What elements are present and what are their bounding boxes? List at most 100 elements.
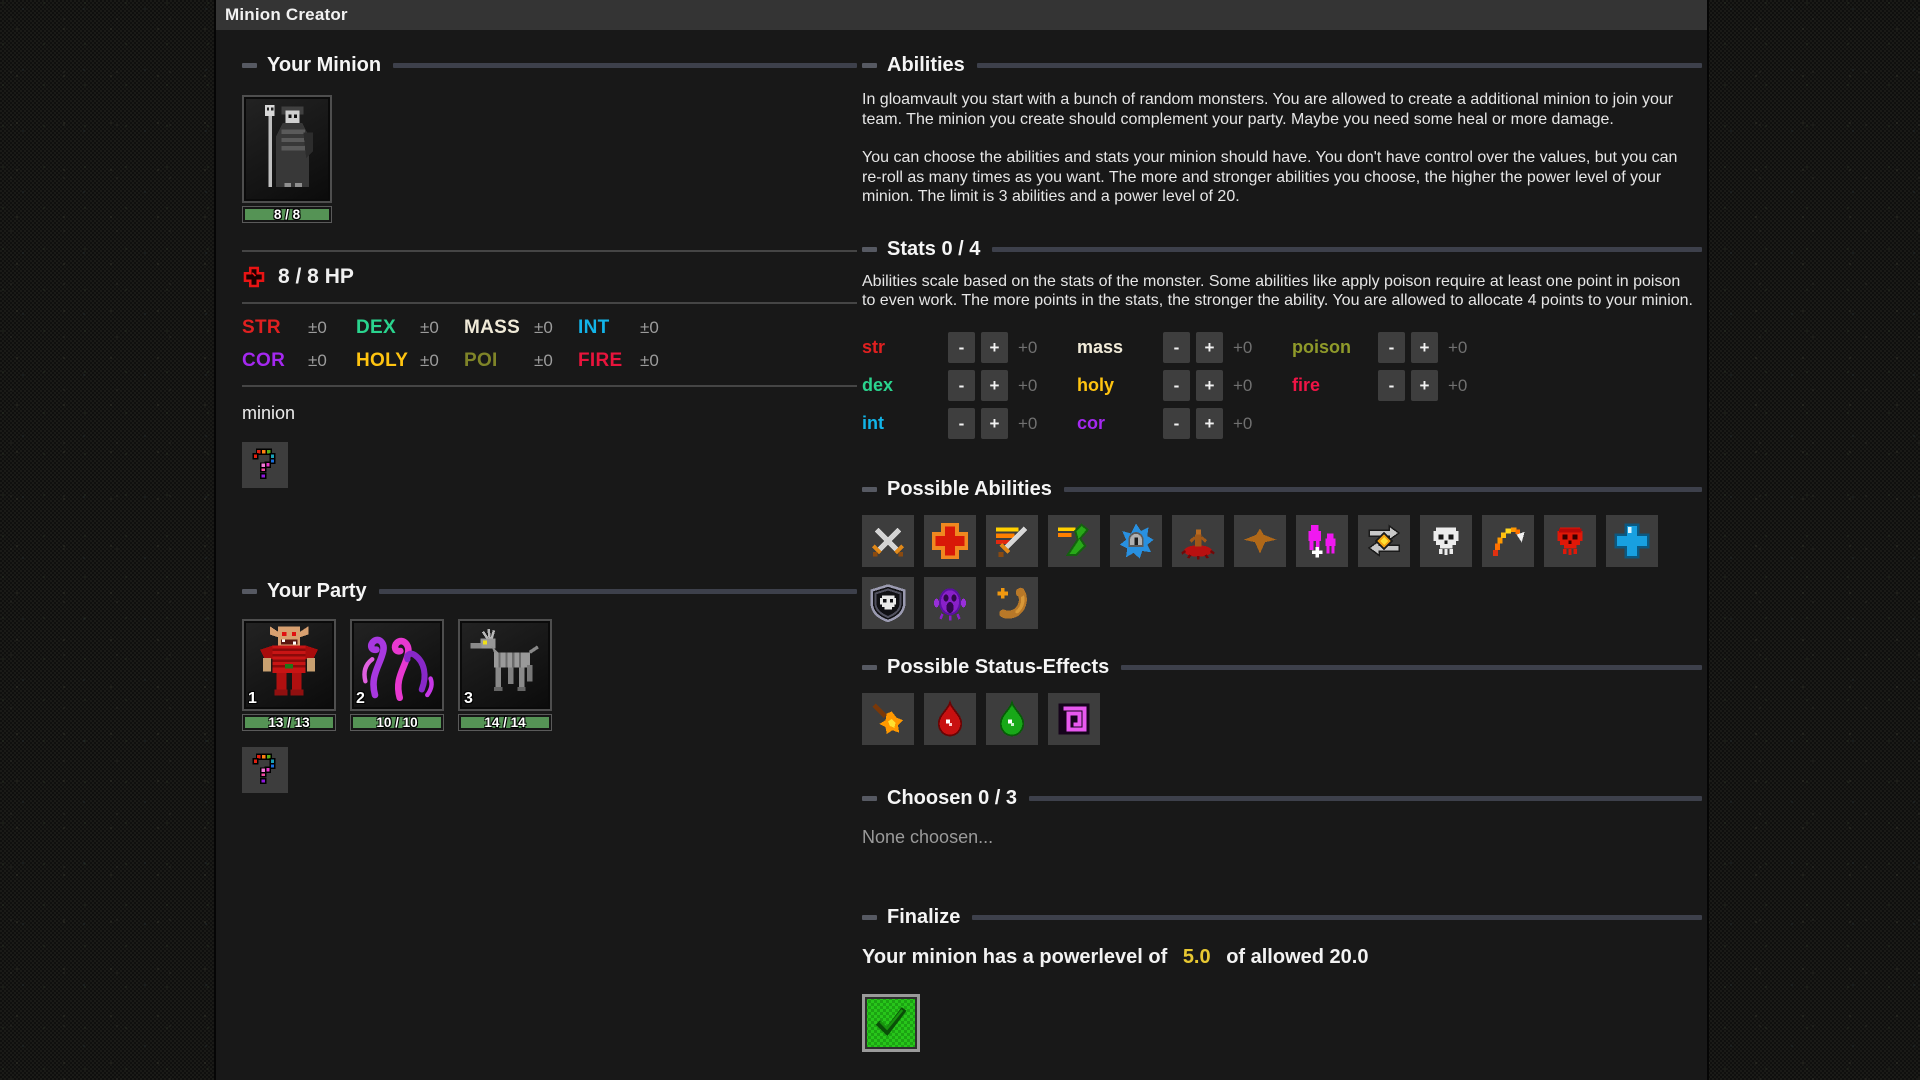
minion-random-tile[interactable] xyxy=(242,442,288,488)
header-line xyxy=(976,63,1702,68)
red-skull-tile[interactable] xyxy=(1544,514,1596,567)
stat-value-holy: ±0 xyxy=(420,351,439,370)
stepper-value-int: +0 xyxy=(1018,413,1038,433)
decrement-cor-button[interactable]: - xyxy=(1163,408,1190,439)
crossed-swords-tile[interactable] xyxy=(862,514,914,567)
summon-imp-icon xyxy=(1178,521,1218,561)
stepper-label-holy: holy xyxy=(1077,375,1115,395)
stepper-column: mass - + +0 holy - + +0 cor - + +0 xyxy=(1077,332,1292,446)
stepper-row-cor: cor - + +0 xyxy=(1077,408,1292,440)
divider xyxy=(242,385,857,387)
swap-tile[interactable] xyxy=(1358,514,1410,567)
scream-icon xyxy=(930,583,970,623)
increment-dex-button[interactable]: + xyxy=(981,370,1008,401)
stepper-value-str: +0 xyxy=(1018,337,1038,357)
divider xyxy=(242,250,857,252)
your-party-title: Your Party xyxy=(267,580,367,602)
increment-str-button[interactable]: + xyxy=(981,332,1008,363)
stat-steppers: str - + +0 dex - + +0 int - + +0 mass - + +0 holy - + +0 cor… xyxy=(862,332,1702,446)
abilities-header: Abilities xyxy=(862,54,1702,77)
decrement-dex-button[interactable]: - xyxy=(948,370,975,401)
decrement-holy-button[interactable]: - xyxy=(1163,370,1190,401)
scream-tile[interactable] xyxy=(924,576,976,629)
party-member-number: 3 xyxy=(464,690,473,707)
increment-holy-button[interactable]: + xyxy=(1196,370,1223,401)
stepper-row-fire: fire - + +0 xyxy=(1292,370,1467,402)
stepper-label-dex: dex xyxy=(862,375,894,395)
rainbow-question-icon xyxy=(248,751,282,790)
decrement-fire-button[interactable]: - xyxy=(1378,370,1405,401)
stepper-value-fire: +0 xyxy=(1448,375,1468,395)
fire-lob-tile[interactable] xyxy=(1482,514,1534,567)
stats-header: Stats 0 / 4 xyxy=(862,238,1702,261)
increment-int-button[interactable]: + xyxy=(981,408,1008,439)
party-random-tile[interactable] xyxy=(242,747,288,793)
decrement-mass-button[interactable]: - xyxy=(1163,332,1190,363)
charm-clone-icon xyxy=(1302,521,1342,561)
decrement-int-button[interactable]: - xyxy=(948,408,975,439)
header-dash xyxy=(862,246,877,252)
kick-tile[interactable] xyxy=(1048,514,1100,567)
increment-mass-button[interactable]: + xyxy=(1196,332,1223,363)
blood-drop-icon xyxy=(930,699,970,739)
finalize-title: Finalize xyxy=(887,905,961,928)
party-row: 1 13 / 13 2 10 / 10 3 14 / 14 xyxy=(242,619,857,731)
header-line xyxy=(992,246,1702,252)
robed-skeleton-icon xyxy=(246,96,328,201)
abilities-paragraph-2: You can choose the abilities and stats y… xyxy=(862,149,1678,205)
party-member: 1 13 / 13 xyxy=(242,619,336,731)
window-title: Minion Creator xyxy=(225,5,348,24)
party-member: 2 10 / 10 xyxy=(350,619,444,731)
stepper-label-poison: poison xyxy=(1292,337,1351,357)
stepper-label-cor: cor xyxy=(1077,413,1106,433)
fire-lob-icon xyxy=(1488,521,1528,561)
summon-imp-tile[interactable] xyxy=(1172,514,1224,567)
summon-worm-icon xyxy=(992,583,1032,623)
header-line xyxy=(972,914,1702,920)
blue-cross-tile[interactable] xyxy=(1606,514,1658,567)
stepper-value-dex: +0 xyxy=(1018,375,1038,395)
stepper-label-int: int xyxy=(862,413,884,433)
decrement-str-button[interactable]: - xyxy=(948,332,975,363)
skull-shield-icon xyxy=(868,583,908,623)
stat-label-poi: POI xyxy=(464,350,498,371)
stats-title: Stats 0 / 4 xyxy=(887,237,981,260)
defend-helmet-tile[interactable] xyxy=(1110,514,1162,567)
abilities-paragraph-1: In gloamvault you start with a bunch of … xyxy=(862,91,1674,128)
stat-label-str: STR xyxy=(242,317,281,338)
stepper-row-mass: mass - + +0 xyxy=(1077,332,1292,364)
swap-icon xyxy=(1364,521,1404,561)
stepper-value-mass: +0 xyxy=(1233,337,1253,357)
summon-worm-tile[interactable] xyxy=(986,576,1038,629)
powerlevel-text-after: of allowed 20.0 xyxy=(1226,945,1369,968)
header-dash xyxy=(242,589,257,594)
stepper-column: poison - + +0 fire - + +0 xyxy=(1292,332,1467,446)
increment-fire-button[interactable]: + xyxy=(1411,370,1438,401)
skull-tile[interactable] xyxy=(1420,514,1472,567)
red-skull-icon xyxy=(1550,521,1590,561)
charm-clone-tile[interactable] xyxy=(1296,514,1348,567)
stepper-row-poison: poison - + +0 xyxy=(1292,332,1467,364)
increment-cor-button[interactable]: + xyxy=(1196,408,1223,439)
party-hp-fill xyxy=(353,717,441,728)
header-dash xyxy=(862,63,877,68)
stepper-column: str - + +0 dex - + +0 int - + +0 xyxy=(862,332,1077,446)
magic-spiral-icon xyxy=(1054,699,1094,739)
chosen-empty-text: None choosen... xyxy=(862,826,994,847)
stat-value-str: ±0 xyxy=(308,318,327,337)
rainbow-question-icon xyxy=(248,446,282,485)
bird-tile[interactable] xyxy=(1234,514,1286,567)
skull-shield-tile[interactable] xyxy=(862,576,914,629)
increment-poison-button[interactable]: + xyxy=(1411,332,1438,363)
party-hp-fill xyxy=(245,717,333,728)
header-dash xyxy=(862,914,877,920)
powerlevel-line: Your minion has a powerlevel of 5.0 of a… xyxy=(862,946,1702,969)
finalize-confirm-button[interactable] xyxy=(862,993,920,1052)
heal-cross-tile[interactable] xyxy=(924,514,976,567)
power-strike-tile[interactable] xyxy=(986,514,1038,567)
stat-value-poi: ±0 xyxy=(534,351,553,370)
stat-value-fire: ±0 xyxy=(640,351,659,370)
header-dash xyxy=(862,664,877,670)
decrement-poison-button[interactable]: - xyxy=(1378,332,1405,363)
header-line xyxy=(1063,486,1702,492)
